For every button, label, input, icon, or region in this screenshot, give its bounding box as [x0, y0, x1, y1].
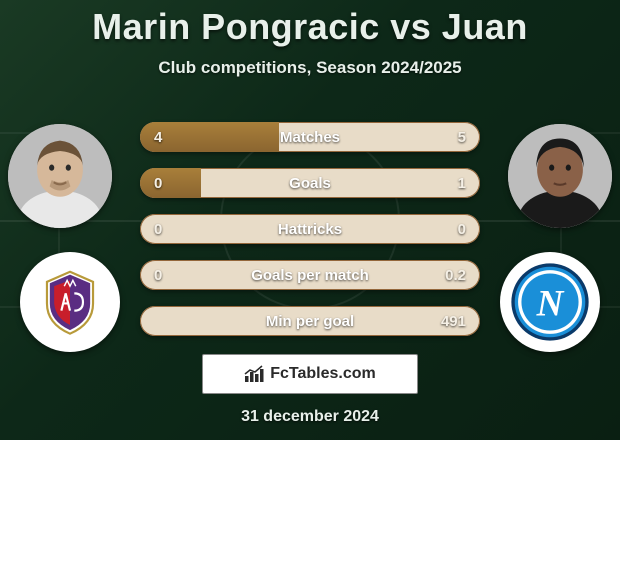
- stat-label: Goals per match: [140, 260, 480, 290]
- player-right-avatar: [508, 124, 612, 228]
- club-right-badge: N: [500, 252, 600, 352]
- stat-row: 0Goals1: [140, 168, 480, 198]
- stat-row: 4Matches5: [140, 122, 480, 152]
- footer-date: 31 december 2024: [0, 408, 620, 426]
- stat-value-right: 491: [427, 306, 480, 336]
- club-left-badge: [20, 252, 120, 352]
- whitespace: [0, 440, 620, 580]
- source-badge: FcTables.com: [202, 354, 418, 394]
- stat-label: Matches: [140, 122, 480, 152]
- stat-row: 0Goals per match0.2: [140, 260, 480, 290]
- subtitle: Club competitions, Season 2024/2025: [0, 58, 620, 78]
- stat-row: Min per goal491: [140, 306, 480, 336]
- comparison-card: Marin Pongracic vs Juan Club competition…: [0, 0, 620, 440]
- stat-value-right: 1: [444, 168, 480, 198]
- page-title: Marin Pongracic vs Juan: [0, 0, 620, 48]
- stat-row: 0Hattricks0: [140, 214, 480, 244]
- stat-label: Goals: [140, 168, 480, 198]
- comparison-bars: 4Matches50Goals10Hattricks00Goals per ma…: [140, 122, 480, 352]
- chart-icon: [244, 365, 264, 383]
- svg-text:N: N: [536, 282, 565, 323]
- stat-label: Hattricks: [140, 214, 480, 244]
- stat-value-right: 0: [444, 214, 480, 244]
- stat-value-right: 0.2: [431, 260, 480, 290]
- player-left-avatar: [8, 124, 112, 228]
- stat-value-right: 5: [444, 122, 480, 152]
- source-text: FcTables.com: [270, 365, 376, 383]
